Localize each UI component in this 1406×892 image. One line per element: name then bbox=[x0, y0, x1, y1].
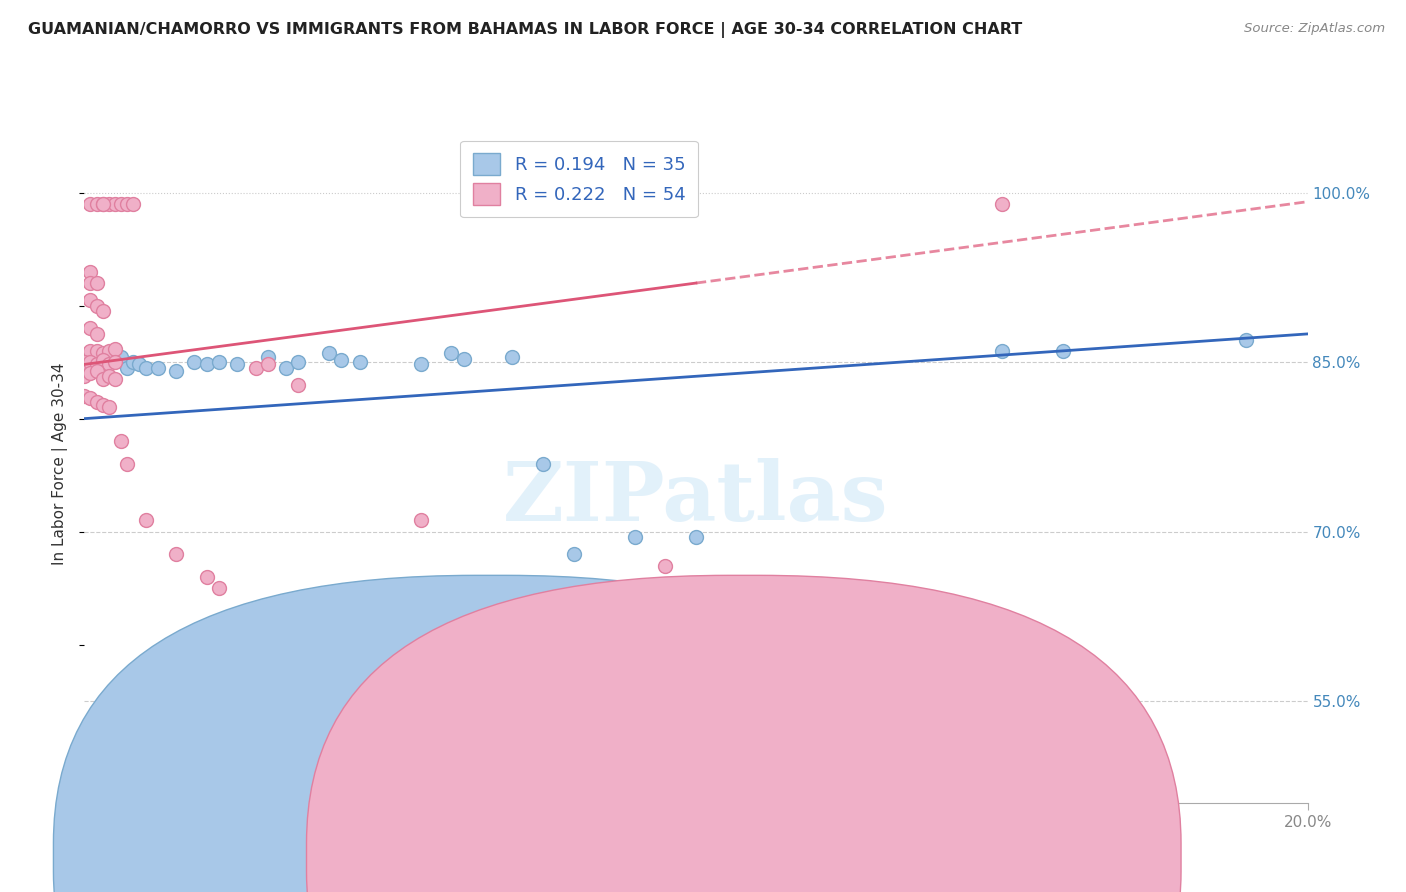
Point bbox=[79, 350, 101, 364]
Point bbox=[86, 364, 108, 378]
Point bbox=[110, 197, 132, 211]
Point bbox=[97, 401, 120, 415]
Point bbox=[330, 352, 353, 367]
Point bbox=[747, 711, 769, 725]
Point bbox=[79, 343, 101, 358]
Point bbox=[79, 197, 101, 211]
Point bbox=[91, 346, 114, 360]
Point bbox=[453, 351, 475, 366]
Point bbox=[79, 293, 101, 307]
Point bbox=[440, 346, 463, 360]
Point bbox=[287, 377, 309, 392]
Point bbox=[97, 358, 120, 372]
Point bbox=[91, 372, 114, 386]
Point bbox=[79, 276, 101, 290]
Point bbox=[531, 457, 554, 471]
Point bbox=[104, 355, 127, 369]
Point bbox=[122, 197, 145, 211]
Point bbox=[115, 457, 138, 471]
Text: Immigrants from Bahamas: Immigrants from Bahamas bbox=[765, 852, 969, 866]
Point bbox=[409, 513, 432, 527]
Point bbox=[104, 372, 127, 386]
Point bbox=[208, 581, 231, 595]
Point bbox=[128, 358, 150, 372]
Point bbox=[135, 360, 157, 375]
Point bbox=[183, 355, 205, 369]
Point bbox=[245, 360, 267, 375]
Point bbox=[654, 558, 676, 573]
Text: Source: ZipAtlas.com: Source: ZipAtlas.com bbox=[1244, 22, 1385, 36]
Point bbox=[409, 358, 432, 372]
Point bbox=[97, 343, 120, 358]
Point bbox=[1052, 343, 1074, 358]
Point bbox=[685, 530, 707, 544]
Point bbox=[97, 197, 120, 211]
Point bbox=[226, 358, 249, 372]
Point bbox=[562, 547, 585, 561]
Point bbox=[97, 352, 120, 367]
Point bbox=[1236, 333, 1258, 347]
Point bbox=[104, 346, 127, 360]
Point bbox=[624, 530, 647, 544]
Point bbox=[276, 360, 298, 375]
Point bbox=[86, 276, 108, 290]
Point bbox=[747, 682, 769, 697]
Point bbox=[502, 350, 524, 364]
Point bbox=[91, 197, 114, 211]
Point bbox=[991, 197, 1014, 211]
Text: Guamanians/Chamorros: Guamanians/Chamorros bbox=[512, 852, 696, 866]
Point bbox=[115, 360, 138, 375]
Point bbox=[110, 434, 132, 449]
Point bbox=[716, 706, 738, 720]
Point bbox=[991, 343, 1014, 358]
Legend: R = 0.194   N = 35, R = 0.222   N = 54: R = 0.194 N = 35, R = 0.222 N = 54 bbox=[460, 141, 697, 218]
Point bbox=[146, 360, 169, 375]
Point bbox=[91, 355, 114, 369]
Point bbox=[86, 343, 108, 358]
Point bbox=[73, 355, 96, 369]
Point bbox=[165, 547, 187, 561]
Point bbox=[318, 346, 340, 360]
Point bbox=[562, 638, 585, 652]
Text: ZIPatlas: ZIPatlas bbox=[503, 458, 889, 538]
Point bbox=[104, 197, 127, 211]
Point bbox=[135, 513, 157, 527]
Point bbox=[86, 358, 108, 372]
Point bbox=[165, 364, 187, 378]
Point bbox=[79, 321, 101, 335]
Point bbox=[195, 358, 218, 372]
Point bbox=[349, 355, 371, 369]
Point bbox=[73, 368, 96, 383]
Point bbox=[110, 350, 132, 364]
Point bbox=[79, 367, 101, 381]
Point bbox=[79, 392, 101, 406]
Point bbox=[79, 355, 101, 369]
Point bbox=[91, 352, 114, 367]
Point bbox=[79, 265, 101, 279]
Point bbox=[115, 197, 138, 211]
Point bbox=[86, 394, 108, 409]
Point bbox=[122, 355, 145, 369]
Point bbox=[195, 570, 218, 584]
Point bbox=[104, 342, 127, 356]
Point bbox=[86, 299, 108, 313]
Point bbox=[97, 368, 120, 383]
Point bbox=[257, 350, 280, 364]
Text: GUAMANIAN/CHAMORRO VS IMMIGRANTS FROM BAHAMAS IN LABOR FORCE | AGE 30-34 CORRELA: GUAMANIAN/CHAMORRO VS IMMIGRANTS FROM BA… bbox=[28, 22, 1022, 38]
Y-axis label: In Labor Force | Age 30-34: In Labor Force | Age 30-34 bbox=[52, 362, 69, 566]
Point bbox=[91, 398, 114, 412]
Point bbox=[86, 326, 108, 341]
Point bbox=[208, 355, 231, 369]
Point bbox=[257, 358, 280, 372]
Point bbox=[86, 197, 108, 211]
Point bbox=[73, 389, 96, 403]
Point bbox=[287, 355, 309, 369]
Point bbox=[91, 197, 114, 211]
Point bbox=[91, 304, 114, 318]
Point bbox=[86, 346, 108, 360]
